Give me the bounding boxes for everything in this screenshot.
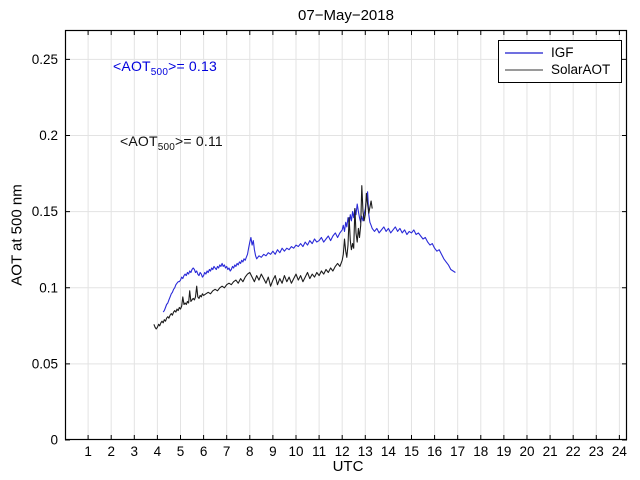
x-tick-label: 22 (566, 444, 581, 459)
x-tick-label: 17 (450, 444, 465, 459)
legend-box: IGF SolarAOT (498, 40, 622, 83)
x-tick-label: 2 (107, 444, 115, 459)
x-tick-label: 15 (404, 444, 419, 459)
y-axis-label: AOT at 500 nm (8, 184, 26, 286)
x-tick-label: 7 (223, 444, 231, 459)
x-tick-label: 19 (496, 444, 511, 459)
x-tick-label: 14 (381, 444, 397, 459)
annotation-subscript: 500 (157, 141, 176, 153)
legend-entry-igf: IGF (505, 44, 615, 61)
y-tick-label: 0.1 (39, 280, 58, 295)
x-axis-label: UTC (332, 458, 364, 475)
annotation-text: <AOT (113, 57, 151, 74)
igf-line-swatch (505, 51, 543, 54)
chart-title: 07−May−2018 (298, 7, 394, 24)
x-tick-label: 5 (177, 444, 185, 459)
x-tick-label: 24 (612, 444, 628, 459)
mean-aot-annotation-igf: <AOT500>= 0.13 (113, 58, 217, 78)
annotation-subscript: 500 (150, 66, 169, 78)
x-tick-label: 21 (543, 444, 558, 459)
y-tick-label: 0.25 (32, 52, 58, 67)
y-tick-label: 0.15 (32, 204, 58, 219)
legend-entry-solaraot: SolarAOT (505, 61, 615, 78)
annotation-text: >= 0.13 (168, 57, 217, 74)
x-tick-label: 8 (246, 444, 254, 459)
plot-border (64, 29, 628, 441)
x-tick-label: 12 (335, 444, 350, 459)
legend-label-solaraot: SolarAOT (551, 61, 611, 77)
x-tick-label: 1 (84, 444, 92, 459)
mean-aot-annotation-solaraot: <AOT500>= 0.11 (120, 133, 223, 153)
x-tick-label: 16 (427, 444, 442, 459)
annotation-text: <AOT (119, 132, 158, 149)
x-tick-label: 13 (358, 444, 373, 459)
solaraot-line-swatch (505, 68, 543, 71)
y-tick-label: 0 (50, 433, 58, 448)
x-tick-label: 20 (519, 444, 534, 459)
x-tick-label: 11 (312, 444, 326, 459)
solaraot-series-line (153, 185, 373, 330)
x-tick-label: 3 (131, 444, 139, 459)
legend-label-igf: IGF (551, 44, 574, 60)
y-tick-label: 0.05 (32, 356, 58, 371)
x-tick-label: 18 (473, 444, 488, 459)
annotation-text: >= 0.11 (175, 132, 223, 149)
x-tick-label: 6 (200, 444, 208, 459)
x-tick-label: 23 (589, 444, 604, 459)
x-tick-label: 9 (269, 444, 277, 459)
y-tick-label: 0.2 (39, 128, 58, 143)
x-tick-label: 4 (154, 444, 162, 459)
igf-series-line (162, 191, 456, 313)
x-tick-label: 10 (288, 444, 303, 459)
